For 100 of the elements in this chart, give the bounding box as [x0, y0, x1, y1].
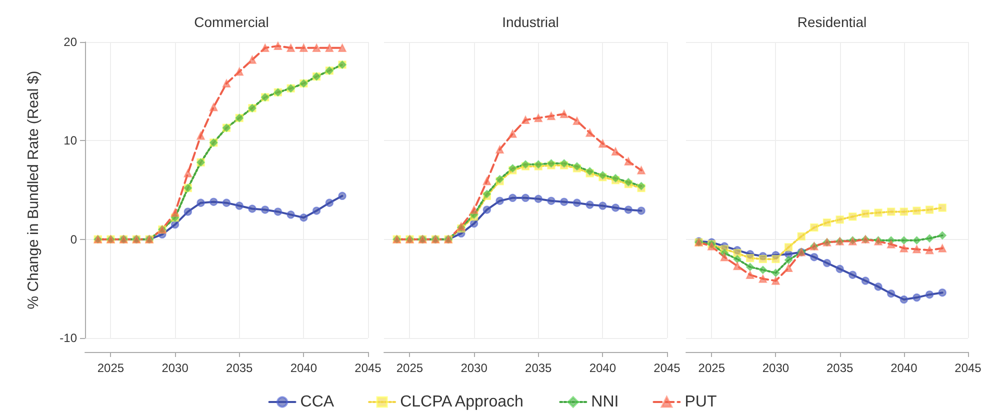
- point: [784, 256, 793, 264]
- point: [248, 56, 256, 64]
- point: [758, 254, 768, 264]
- point: [874, 208, 882, 217]
- point: [861, 276, 870, 285]
- point: [822, 258, 832, 268]
- point: [170, 208, 180, 217]
- point: [572, 198, 582, 207]
- point: [925, 246, 934, 254]
- x-tick-label: 2045: [654, 361, 681, 375]
- point: [470, 206, 478, 214]
- point: [784, 264, 793, 272]
- point: [925, 234, 934, 242]
- point: [746, 270, 754, 279]
- point: [887, 290, 896, 298]
- point: [560, 110, 568, 118]
- chart-title: Industrial: [502, 14, 559, 30]
- point: [925, 290, 934, 299]
- x-tick-label: 2030: [460, 361, 488, 375]
- point: [325, 44, 334, 52]
- point: [586, 128, 594, 137]
- point: [210, 103, 218, 112]
- point: [758, 274, 768, 283]
- point: [772, 254, 780, 264]
- point: [572, 116, 582, 126]
- point: [496, 196, 504, 205]
- x-tick-label: 2035: [826, 361, 854, 375]
- point: [312, 206, 321, 215]
- point: [235, 68, 244, 76]
- point: [312, 44, 321, 52]
- point: [925, 206, 934, 214]
- point: [912, 293, 921, 302]
- x-tick-label: 2045: [354, 361, 382, 375]
- point: [746, 262, 754, 272]
- point: [274, 42, 282, 50]
- point: [912, 245, 921, 254]
- legend-label: PUT: [684, 394, 717, 410]
- point: [586, 200, 594, 209]
- point: [325, 198, 334, 207]
- point: [912, 236, 921, 244]
- point: [611, 147, 620, 156]
- point: [260, 44, 270, 52]
- x-tick-label: 2040: [890, 361, 918, 375]
- point: [170, 220, 180, 229]
- point: [286, 44, 295, 52]
- point: [338, 192, 346, 200]
- x-tick-label: 2045: [954, 361, 982, 375]
- y-tick-label: -10: [60, 331, 78, 345]
- point: [184, 169, 192, 178]
- y-axis-title: % Change in Bundled Rate (Real $): [25, 70, 42, 310]
- chart-title: Residential: [797, 14, 867, 30]
- point: [235, 202, 244, 210]
- point: [637, 166, 646, 174]
- x-tick-label: 2030: [762, 361, 790, 375]
- point: [637, 206, 646, 215]
- point: [482, 177, 492, 186]
- point: [861, 210, 870, 218]
- point: [886, 240, 896, 248]
- point: [900, 236, 908, 244]
- x-tick-label: 2025: [698, 361, 726, 375]
- point: [746, 254, 754, 262]
- point: [848, 270, 857, 279]
- point: [886, 208, 896, 216]
- point: [521, 194, 530, 202]
- point: [534, 194, 542, 203]
- point: [900, 208, 908, 216]
- x-tick-label: 2025: [396, 361, 424, 375]
- point: [274, 208, 282, 216]
- point: [508, 194, 517, 202]
- point: [733, 254, 742, 264]
- x-tick-label: 2035: [525, 361, 552, 375]
- point: [797, 232, 806, 240]
- point: [836, 264, 844, 274]
- point: [508, 130, 517, 138]
- point: [624, 206, 633, 214]
- point: [560, 198, 568, 206]
- point: [624, 157, 633, 166]
- point: [261, 206, 270, 214]
- point: [210, 198, 218, 206]
- point: [772, 268, 780, 277]
- point: [300, 214, 308, 222]
- point: [733, 262, 742, 270]
- point: [300, 44, 308, 52]
- legend-label: CLCPA Approach: [400, 394, 524, 410]
- point: [758, 266, 768, 274]
- point: [822, 218, 832, 227]
- point: [938, 231, 946, 240]
- legend-label: NNI: [591, 394, 619, 410]
- point: [874, 282, 882, 291]
- point: [482, 206, 492, 214]
- x-tick-label: 2030: [162, 361, 189, 375]
- point: [900, 244, 908, 252]
- point: [534, 114, 542, 122]
- point: [196, 132, 205, 140]
- point: [196, 198, 205, 207]
- point: [547, 112, 556, 120]
- point: [810, 252, 818, 262]
- point: [286, 210, 295, 219]
- point: [184, 208, 192, 216]
- point: [784, 243, 793, 252]
